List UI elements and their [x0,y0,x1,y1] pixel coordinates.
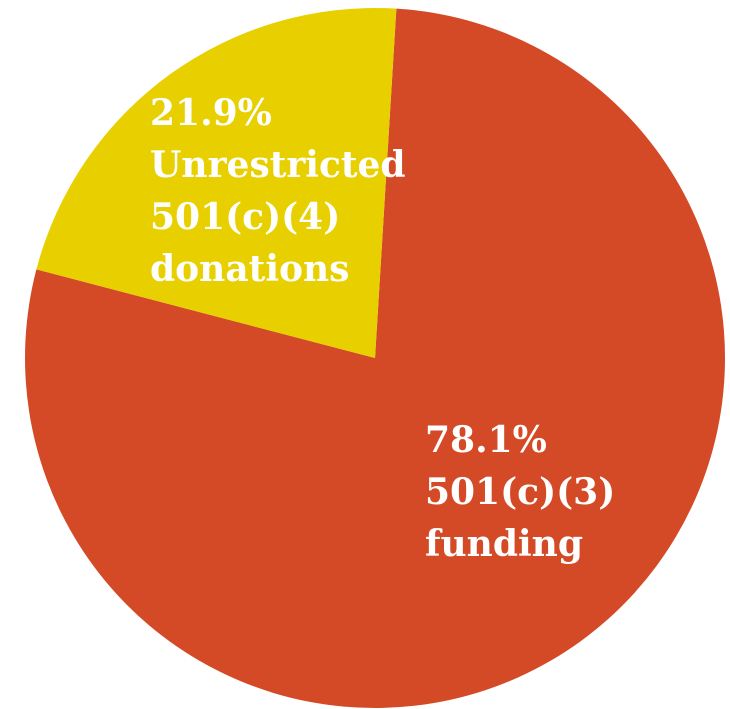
pie-slice-label-0: 78.1% 501(c)(3) funding [425,419,615,565]
labels-layer: 78.1% 501(c)(3) funding 21.9% Unrestricted 50… [150,92,615,565]
pie-slice-0 [24,8,725,708]
slices-layer [24,8,725,708]
slice-category-label: 501(c)(3) [425,471,615,513]
slice-category-label: donations [150,248,349,290]
pie-slice-1 [36,8,397,359]
slice-category-label: 501(c)(4) [150,196,340,238]
pie-slice-label-1: 21.9% Unrestricted 501(c)(4) donations [150,92,406,290]
slice-category-label: Unrestricted [150,144,406,186]
slice-percent-label: 21.9% [150,92,272,134]
slice-percent-label: 78.1% [425,419,547,461]
slice-category-label: funding [425,523,583,565]
